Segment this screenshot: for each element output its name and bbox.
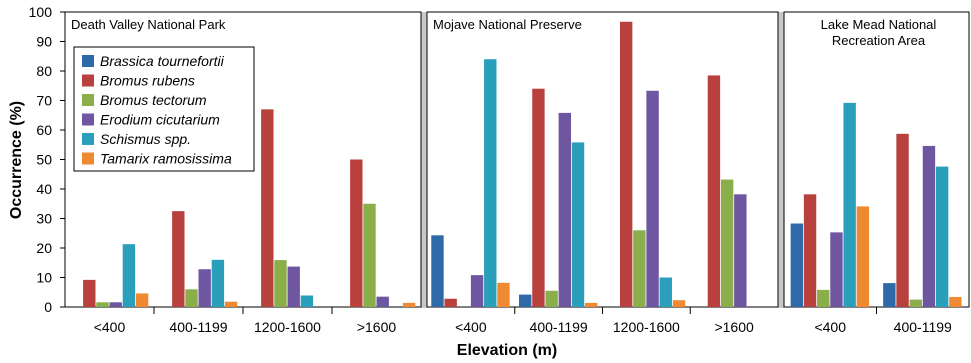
chart-panel: Death Valley National Park <400 400-1199 12… bbox=[64, 11, 422, 335]
bar bbox=[843, 102, 856, 307]
bar bbox=[198, 269, 211, 307]
x-tick-label: <400 bbox=[94, 319, 126, 335]
x-tick-label: 400-1199 bbox=[894, 319, 952, 335]
legend-item: Schismus spp. bbox=[100, 131, 191, 147]
legend-swatch bbox=[82, 152, 94, 165]
bar bbox=[659, 277, 672, 307]
bar bbox=[519, 294, 532, 307]
legend-item: Bromus tectorum bbox=[100, 92, 207, 108]
x-tick-label: <400 bbox=[455, 319, 487, 335]
x-tick-label: >1600 bbox=[357, 319, 397, 335]
legend-swatch bbox=[82, 55, 94, 67]
bar bbox=[790, 223, 804, 307]
bar bbox=[949, 296, 962, 307]
y-tick-label: 80 bbox=[36, 63, 52, 79]
bar bbox=[172, 211, 185, 307]
y-tick-label: 70 bbox=[36, 93, 52, 109]
legend-item: Tamarix ramosissima bbox=[100, 151, 232, 167]
bar bbox=[817, 289, 830, 307]
bar bbox=[470, 275, 484, 307]
bar bbox=[922, 145, 936, 307]
bar bbox=[803, 194, 817, 307]
panel-title: Mojave National Preserve bbox=[433, 17, 582, 32]
y-tick-label: 0 bbox=[44, 299, 52, 315]
y-tick-label: 40 bbox=[36, 181, 52, 197]
bar bbox=[646, 90, 659, 307]
bar bbox=[856, 206, 870, 307]
x-tick-label: 1200-1600 bbox=[254, 319, 321, 335]
x-tick-label: 400-1199 bbox=[169, 319, 227, 335]
bar bbox=[558, 112, 572, 307]
y-tick-label: 90 bbox=[36, 34, 52, 50]
x-tick-label: 400-1199 bbox=[530, 319, 588, 335]
bar bbox=[431, 235, 444, 307]
bar bbox=[261, 109, 274, 307]
y-tick-label: 30 bbox=[36, 211, 52, 227]
bar bbox=[532, 88, 545, 307]
bar bbox=[707, 75, 721, 307]
legend-swatch bbox=[82, 94, 94, 106]
bar bbox=[122, 244, 136, 307]
bar bbox=[619, 21, 633, 308]
bar bbox=[585, 302, 598, 307]
panel-title-line: Recreation Area bbox=[832, 33, 926, 48]
bar bbox=[909, 299, 922, 307]
y-axis-label: Occurrence (%) bbox=[8, 101, 25, 219]
bar bbox=[830, 232, 843, 307]
legend-swatch bbox=[82, 133, 94, 145]
panel-title: Death Valley National Park bbox=[71, 17, 226, 32]
bar bbox=[350, 159, 363, 307]
legend-swatch bbox=[82, 113, 94, 126]
y-tick-label: 100 bbox=[29, 4, 53, 20]
bar bbox=[545, 290, 558, 307]
legend-item: Erodium cicutarium bbox=[100, 112, 220, 128]
bar bbox=[402, 302, 416, 307]
y-tick-label: 20 bbox=[36, 240, 52, 256]
chart-panel: Mojave National Preserve <400 400-1199 1200… bbox=[426, 11, 779, 335]
bar bbox=[135, 293, 149, 307]
bar bbox=[109, 302, 122, 307]
bar bbox=[896, 133, 909, 307]
bar bbox=[484, 59, 497, 308]
legend-swatch bbox=[82, 74, 94, 87]
panels-layer: Death Valley National Park <400 400-1199 12… bbox=[64, 11, 970, 335]
y-axis: 0 10 20 30 40 50 60 70 80 90 100 bbox=[29, 4, 66, 315]
bar bbox=[720, 179, 734, 307]
panel-title-line: Lake Mead National bbox=[821, 17, 937, 32]
legend-box bbox=[73, 46, 255, 172]
bar bbox=[571, 142, 585, 307]
x-tick-label: 1200-1600 bbox=[613, 319, 680, 335]
bar bbox=[734, 194, 747, 307]
legend-item: Brassica tournefortii bbox=[100, 53, 225, 69]
y-tick-label: 50 bbox=[36, 152, 52, 168]
panel-separator bbox=[778, 12, 784, 308]
bar bbox=[83, 279, 96, 307]
panel-separator bbox=[421, 12, 427, 308]
x-axis-label: Elevation (m) bbox=[457, 342, 557, 359]
x-tick-label: >1600 bbox=[714, 319, 754, 335]
bar bbox=[185, 289, 198, 307]
bar bbox=[96, 302, 109, 307]
x-tick-label: <400 bbox=[814, 319, 846, 335]
bar bbox=[300, 295, 314, 307]
bar bbox=[633, 230, 646, 307]
bar bbox=[363, 203, 376, 307]
bar bbox=[287, 266, 300, 307]
bar bbox=[497, 282, 510, 307]
y-tick-label: 60 bbox=[36, 122, 52, 138]
y-tick-label: 10 bbox=[36, 270, 52, 286]
bar bbox=[444, 298, 457, 307]
bar bbox=[376, 296, 389, 307]
legend-item: Bromus rubens bbox=[100, 73, 195, 89]
bar bbox=[274, 260, 287, 307]
bar bbox=[211, 259, 225, 307]
bar bbox=[935, 166, 949, 307]
legend: Brassica tournefortii Bromus rubens Bromus… bbox=[73, 46, 255, 172]
bar bbox=[883, 283, 896, 307]
bar bbox=[224, 301, 238, 307]
bar bbox=[672, 300, 686, 307]
